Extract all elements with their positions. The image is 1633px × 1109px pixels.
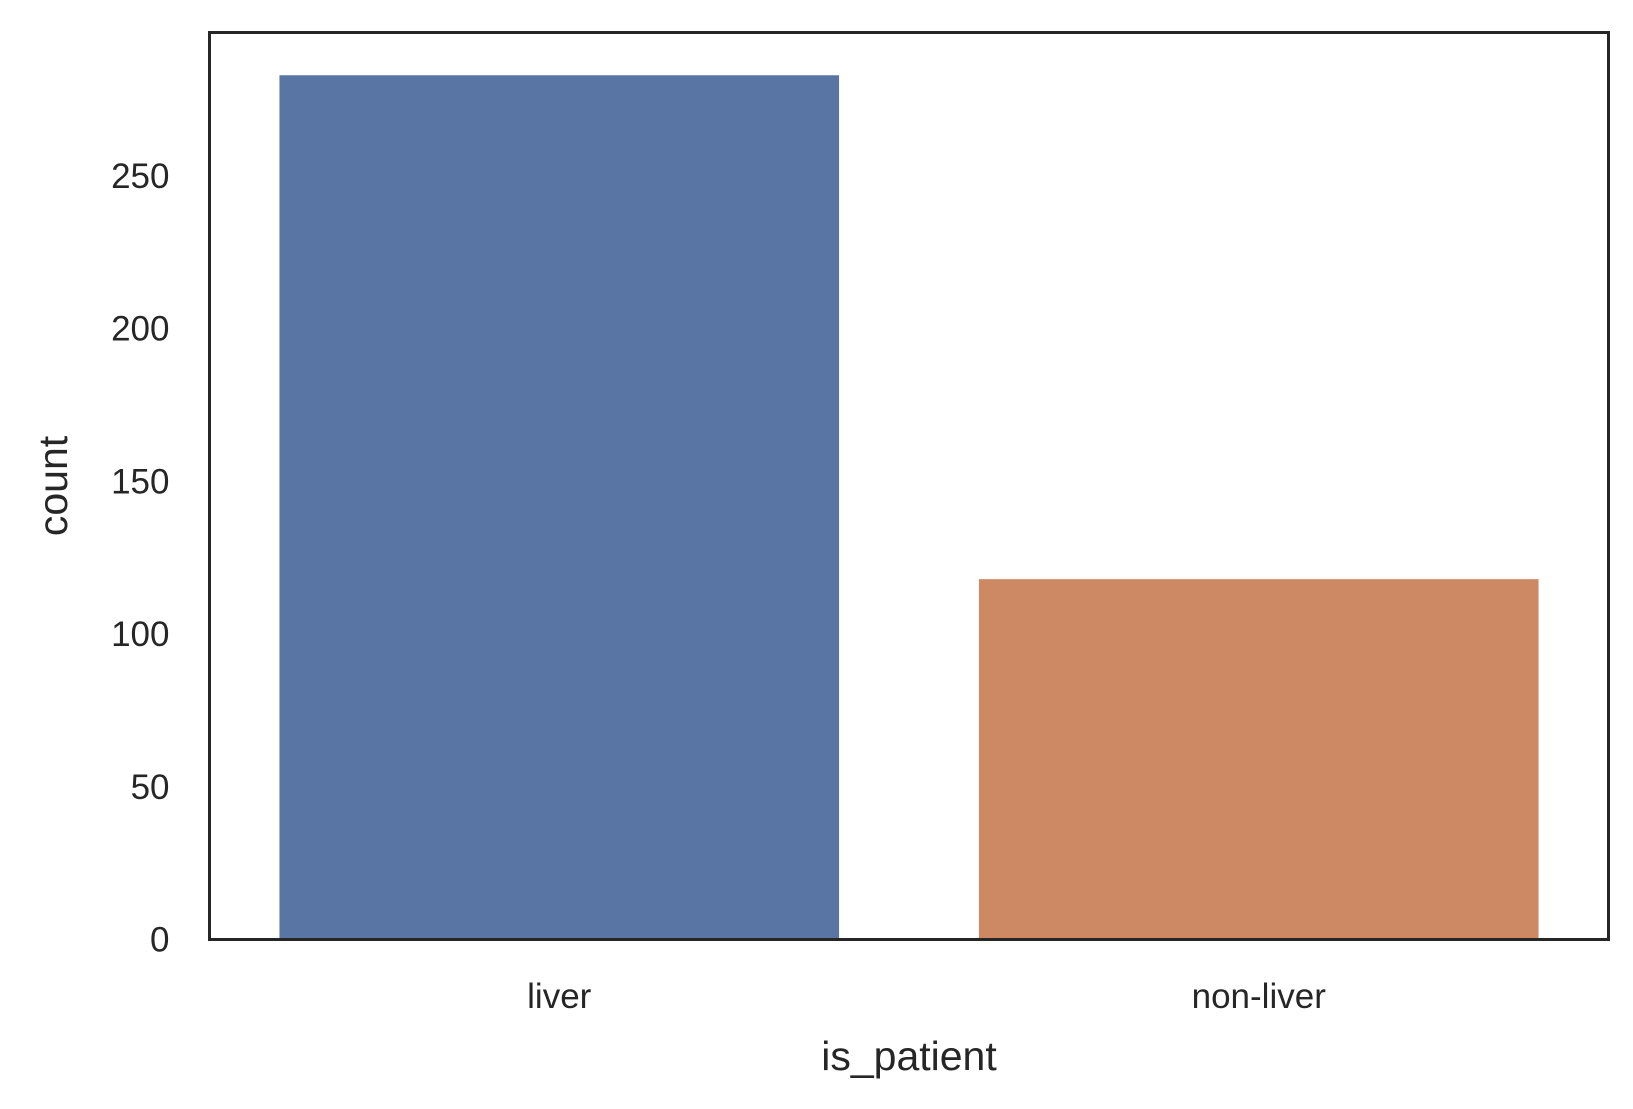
bars-group bbox=[279, 75, 1539, 940]
y-tick-label: 100 bbox=[111, 615, 169, 654]
x-tick-label: liver bbox=[527, 977, 592, 1016]
y-tick-label: 250 bbox=[111, 157, 169, 196]
y-axis-label: count bbox=[30, 435, 76, 536]
y-tick-label: 0 bbox=[150, 921, 169, 960]
y-tick-label: 50 bbox=[131, 768, 170, 807]
y-tick-label: 150 bbox=[111, 462, 169, 501]
x-tick-label: non-liver bbox=[1192, 977, 1327, 1016]
bar-liver bbox=[279, 75, 840, 940]
bar-non-liver bbox=[978, 579, 1539, 940]
x-axis-ticks: liver non-liver bbox=[527, 977, 1326, 1016]
plot-frame bbox=[208, 31, 1610, 941]
y-axis-ticks: 0 50 100 150 200 250 bbox=[111, 157, 169, 959]
y-tick-label: 200 bbox=[111, 310, 169, 349]
x-axis-label: is_patient bbox=[821, 1033, 997, 1079]
